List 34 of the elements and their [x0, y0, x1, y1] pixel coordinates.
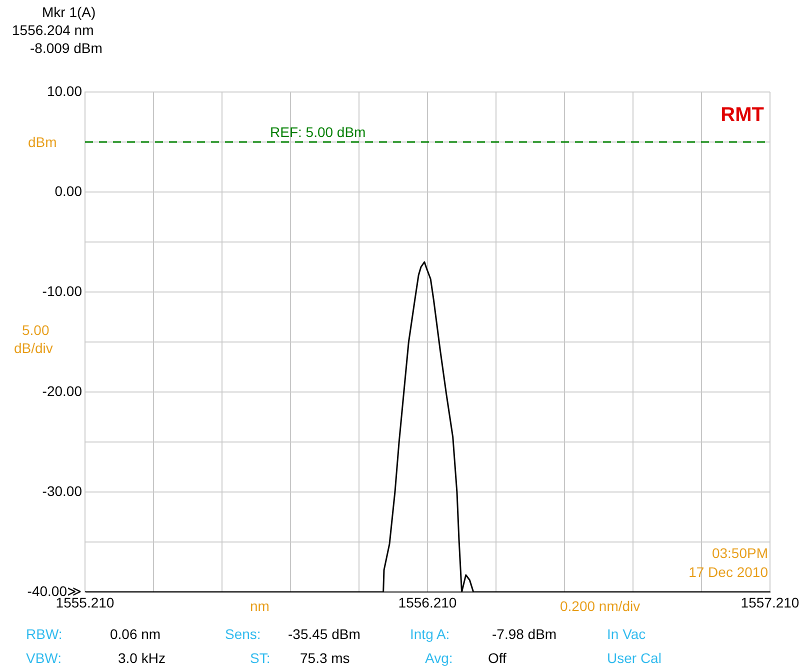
text: User Cal — [607, 650, 662, 666]
text: 0.200 nm/div — [560, 598, 640, 614]
x-axis-title: nm — [250, 598, 270, 614]
text: -7.98 dBm — [492, 626, 557, 642]
text: 5.00 — [22, 322, 50, 338]
text: ST: — [250, 650, 270, 666]
y-axis-title: dBm — [28, 134, 57, 150]
ref-line-label: REF: 5.00 dBm — [270, 124, 366, 140]
text: In Vac — [607, 626, 646, 642]
x-tick-label: 1556.210 — [398, 594, 457, 610]
y-tick-label: -40.00≫ — [27, 582, 82, 599]
text: 75.3 ms — [300, 650, 350, 666]
text: Sens: — [225, 626, 261, 642]
text: Off — [488, 650, 506, 666]
y-tick-label: 0.00 — [54, 182, 82, 199]
annotation: RMT — [720, 104, 764, 127]
annotation: 17 Dec 2010 — [688, 564, 768, 580]
text: dB/div — [14, 340, 53, 356]
text: -8.009 dBm — [30, 40, 102, 56]
text: Mkr 1(A) — [42, 4, 96, 20]
text: 1556.204 nm — [12, 22, 94, 38]
annotation: 03:50PM — [712, 545, 768, 561]
y-tick-label: -20.00 — [42, 382, 82, 399]
text: 3.0 kHz — [118, 650, 166, 666]
text: VBW: — [26, 650, 62, 666]
text: 0.06 nm — [110, 626, 161, 642]
y-tick-label: -10.00 — [42, 282, 82, 299]
x-tick-label: 1557.210 — [740, 594, 800, 610]
text: Avg: — [425, 650, 453, 666]
y-tick-label: 10.00 — [46, 82, 82, 99]
y-tick-label: -30.00 — [42, 482, 82, 499]
text: -35.45 dBm — [288, 626, 360, 642]
text: RBW: — [26, 626, 62, 642]
text: Intg A: — [410, 626, 450, 642]
